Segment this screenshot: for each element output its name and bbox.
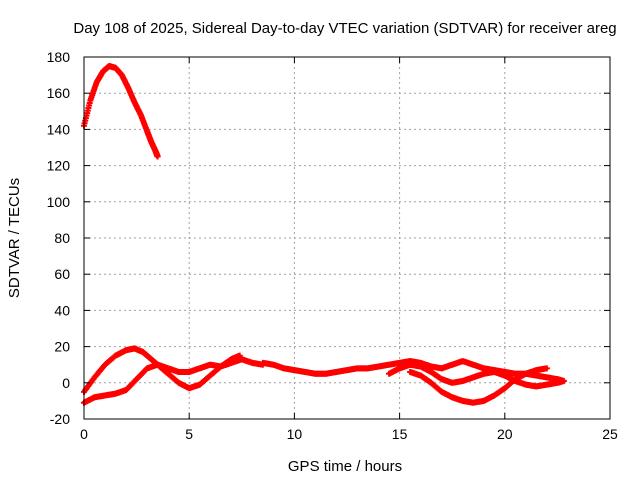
y-tick-label: 20 <box>54 339 70 355</box>
x-tick-label: 0 <box>80 426 88 442</box>
y-tick-label: 80 <box>54 230 70 246</box>
y-tick-label: 60 <box>54 266 70 282</box>
y-tick-label: 40 <box>54 302 70 318</box>
chart-title: Day 108 of 2025, Sidereal Day-to-day VTE… <box>73 20 616 37</box>
x-axis-label: GPS time / hours <box>288 458 402 475</box>
y-tick-label: 180 <box>47 49 71 65</box>
data-point <box>560 377 567 384</box>
y-tick-label: 0 <box>62 375 70 391</box>
x-tick-label: 15 <box>392 426 408 442</box>
x-tick-label: 5 <box>185 426 193 442</box>
series-track-a <box>81 345 243 395</box>
y-tick-label: 160 <box>47 85 71 101</box>
series-track-b <box>81 356 266 406</box>
y-tick-label: 100 <box>47 194 71 210</box>
data-series <box>81 63 567 406</box>
y-axis-label: SDTVAR / TECUs <box>6 178 23 298</box>
x-tick-label: 25 <box>602 426 618 442</box>
x-tick-label: 10 <box>287 426 303 442</box>
series-track-e <box>407 365 550 406</box>
grid-lines <box>84 57 610 419</box>
x-tick-label: 20 <box>497 426 513 442</box>
tick-labels: 0 5 10 15 20 25 -20 0 20 40 60 80 100 120 140 160 180 <box>47 49 618 442</box>
data-point <box>543 365 550 372</box>
y-tick-label: 120 <box>47 158 71 174</box>
data-point <box>154 153 161 160</box>
series-track-high <box>81 63 161 160</box>
axis-ticks <box>83 56 611 420</box>
y-tick-label: -20 <box>50 411 70 427</box>
y-tick-label: 140 <box>47 121 71 137</box>
